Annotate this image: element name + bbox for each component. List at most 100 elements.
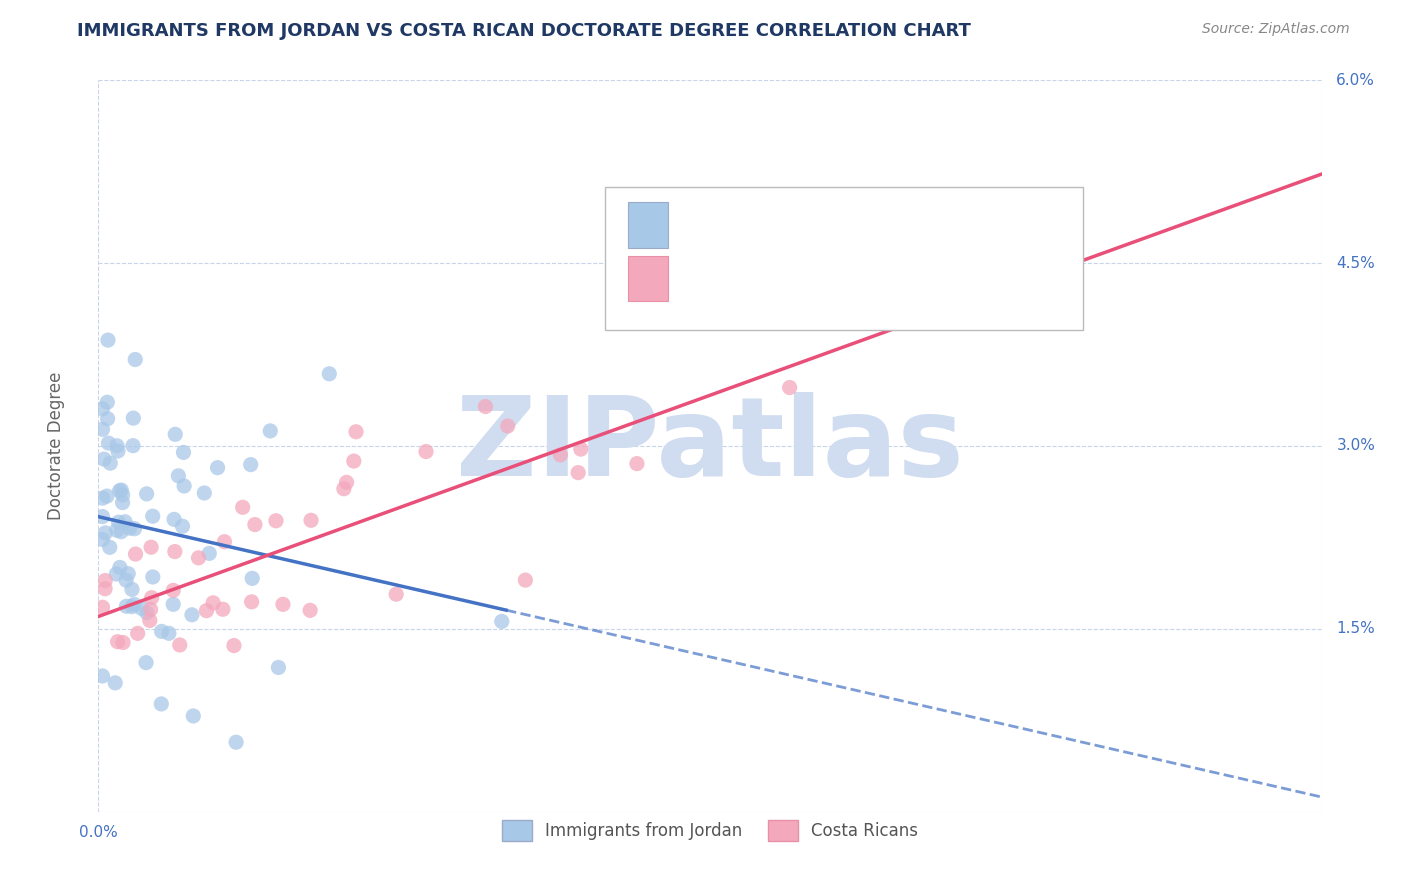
Point [97,333,120,347]
Point [117,566,139,581]
Text: IMMIGRANTS FROM JORDAN VS COSTA RICAN DOCTORATE DEGREE CORRELATION CHART: IMMIGRANTS FROM JORDAN VS COSTA RICAN DO… [77,22,972,40]
Point [142,570,165,584]
Point [108,560,131,574]
Text: ZIPatlas: ZIPatlas [456,392,965,500]
Point [173,445,195,459]
Point [187,550,209,565]
Text: 42: 42 [823,269,846,287]
Point [94,574,117,588]
Point [299,513,322,527]
Point [150,624,173,639]
Point [626,457,648,471]
Point [121,599,143,614]
Text: 6.0%: 6.0% [1336,73,1375,87]
Point [259,424,281,438]
Point [105,439,128,453]
Text: Source: ZipAtlas.com: Source: ZipAtlas.com [1202,22,1350,37]
Point [142,509,165,524]
Point [96,395,118,409]
Point [172,519,194,533]
Text: 0.456: 0.456 [710,269,768,287]
Point [111,495,134,509]
Point [299,603,322,617]
Point [111,488,134,502]
Point [98,456,121,470]
Point [415,444,437,458]
Point [105,567,128,582]
Text: 3.0%: 3.0% [1336,439,1375,453]
Point [225,735,247,749]
Point [107,444,129,458]
Point [232,500,254,515]
Point [181,709,204,723]
Text: 0.0%: 0.0% [79,825,118,840]
Point [474,400,496,414]
Point [108,483,131,498]
Point [94,525,117,540]
Text: -0.057: -0.057 [710,216,769,234]
Text: 67: 67 [823,216,845,234]
Point [872,277,894,291]
Point [567,466,589,480]
Point [115,573,138,587]
Point [141,591,163,605]
Point [135,656,157,670]
Point [162,597,184,611]
Point [222,639,245,653]
Point [124,547,146,561]
Point [110,483,132,497]
Point [318,367,340,381]
Point [169,638,191,652]
Point [110,524,132,539]
Point [131,601,153,615]
Point [93,452,115,467]
Point [107,634,129,648]
Text: R =: R = [675,269,711,287]
Point [198,546,221,560]
Point [181,607,204,622]
Point [91,600,114,615]
Point [163,512,186,526]
Point [91,422,114,436]
Text: Doctorate Degree: Doctorate Degree [48,372,65,520]
Point [122,411,145,425]
Point [779,380,801,394]
Point [202,596,225,610]
Point [163,544,186,558]
Point [243,517,266,532]
Point [271,598,294,612]
Point [111,635,134,649]
Point [97,411,120,425]
Point [139,602,162,616]
Point [214,534,236,549]
Point [107,515,129,529]
Point [124,352,146,367]
Text: N =: N = [787,269,824,287]
Point [569,442,592,456]
Point [104,676,127,690]
Point [127,626,149,640]
Point [496,419,519,434]
Point [114,515,136,529]
Point [344,425,367,439]
Point [105,523,128,537]
Point [267,660,290,674]
Point [91,401,114,416]
Point [122,598,145,612]
Text: R =: R = [675,216,711,234]
Point [264,514,287,528]
Point [239,458,262,472]
Point [165,427,187,442]
Point [139,614,162,628]
Point [162,583,184,598]
Legend: Immigrants from Jordan, Costa Ricans: Immigrants from Jordan, Costa Ricans [495,814,925,847]
Point [157,626,180,640]
Point [121,582,143,597]
Point [515,573,537,587]
Point [122,439,145,453]
Point [124,522,146,536]
Point [115,599,138,614]
Point [98,541,121,555]
Point [139,540,162,554]
Text: 4.5%: 4.5% [1336,256,1375,270]
